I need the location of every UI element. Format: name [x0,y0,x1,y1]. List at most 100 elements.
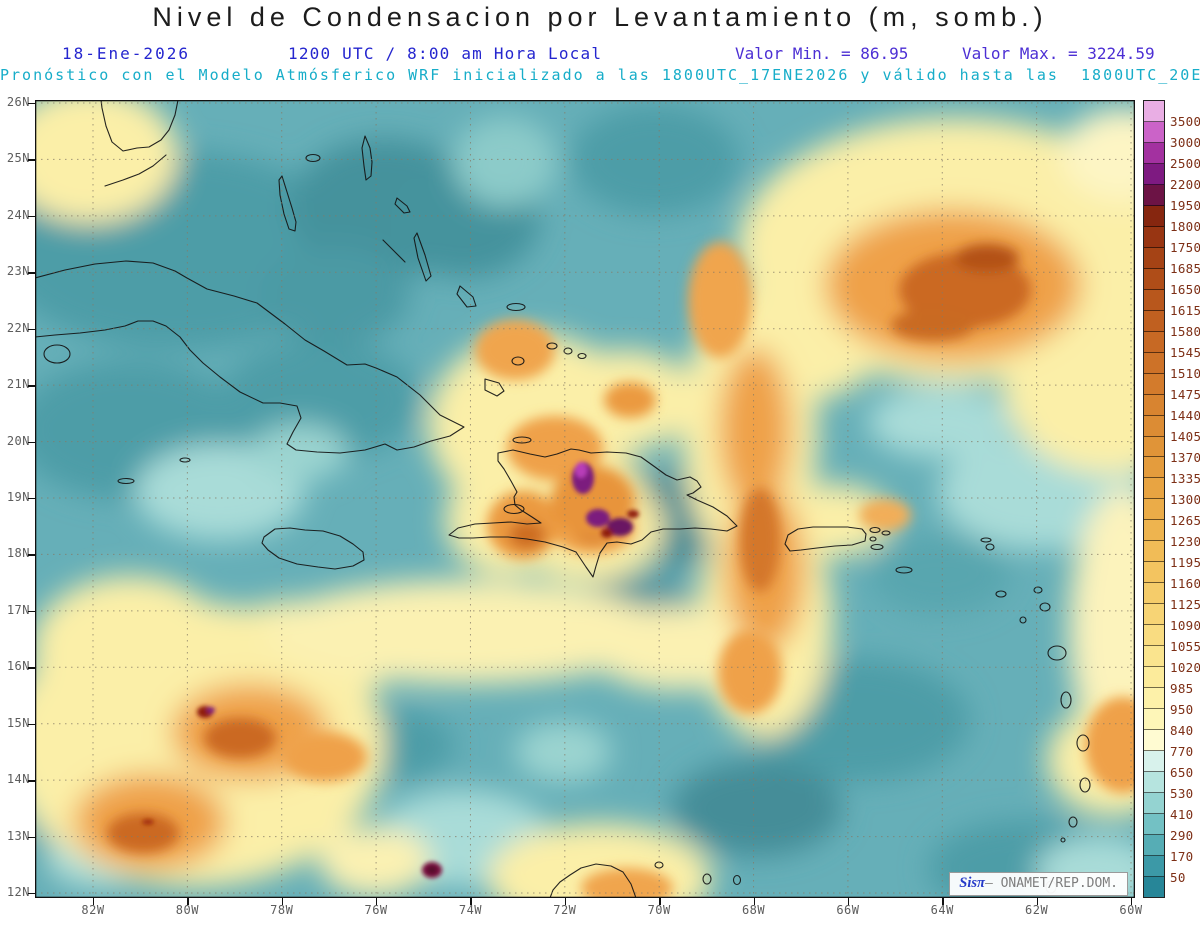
colorbar-segment [1144,876,1164,897]
lon-tick [281,898,284,905]
lon-tick [1036,898,1039,905]
lon-label-62W: 62W [1025,903,1049,917]
colorbar-segment [1144,121,1164,143]
lon-label-60W: 60W [1119,903,1143,917]
colorbar-segment [1144,520,1164,542]
colorbar-segment [1144,730,1164,752]
lat-tick [28,385,35,387]
max-value-label: Valor Max. = 3224.59 [962,44,1155,63]
colorbar-segment [1144,709,1164,731]
lon-label-66W: 66W [836,903,860,917]
colorbar-segment [1144,226,1164,248]
watermark-org: ONAMET/REP.DOM. [1000,876,1118,891]
coast-isla-juventud [43,344,71,364]
coast-florida [100,100,179,152]
lon-tick [753,898,755,905]
lon-label-68W: 68W [741,903,766,917]
colorbar-label-1300: 1300 [1170,492,1200,507]
coast-long-island [413,232,432,282]
coast-cuba [35,260,465,454]
colorbar-label-530: 530 [1170,786,1194,801]
colorbar-label-1265: 1265 [1170,513,1200,528]
colorbar-segment [1144,562,1164,584]
colorbar-label-50: 50 [1170,870,1186,885]
colorbar-segment [1144,772,1164,793]
lat-label-18N: 18N [6,546,30,561]
map-canvas: Sisπ– ONAMET/REP.DOM. [34,99,1136,899]
lon-label-74W: 74W [458,903,483,917]
coast-turks-1 [563,347,573,355]
colorbar-label-1685: 1685 [1170,261,1200,276]
lat-tick [28,159,35,161]
coast-martinique [1076,734,1090,752]
colorbar-segment [1144,646,1164,668]
colorbar-label-1440: 1440 [1170,408,1200,423]
map-svg [34,99,1136,899]
colorbar-label-1230: 1230 [1170,534,1200,549]
lat-label-12N: 12N [6,885,30,899]
colorbar-segment [1144,499,1164,521]
coast-florida-keys [104,154,167,187]
lat-tick [28,441,35,443]
forecast-line: Pronóstico con el Modelo Atmósferico WRF… [0,66,1200,84]
colorbar-label-1475: 1475 [1170,387,1200,402]
colorbar-segment [1144,688,1164,710]
colorbar-label-1405: 1405 [1170,429,1200,444]
colorbar-label-1055: 1055 [1170,639,1200,654]
map-frame-border [34,99,1136,899]
coast-anguilla [980,537,992,543]
colorbar-label-290: 290 [1170,828,1194,843]
lat-label-23N: 23N [6,264,30,279]
colorbar-label-985: 985 [1170,681,1194,696]
coast-puerto-rico [784,526,867,552]
page-title: Nivel de Condensacion por Levantamiento … [152,2,1048,32]
lat-tick [28,667,35,669]
colorbar-label-770: 770 [1170,744,1194,759]
time-label: 1200 UTC / 8:00 am Hora Local [288,44,603,63]
coast-virgin-2 [881,530,891,536]
lon-label-70W: 70W [647,903,671,917]
lon-tick [187,898,189,905]
colorbar-label-1950: 1950 [1170,198,1200,213]
colorbar-segment [1144,667,1164,689]
colorbar-segment [1144,289,1164,311]
lat-label-13N: 13N [6,828,30,843]
colorbar-label-1160: 1160 [1170,576,1200,591]
lat-label-20N: 20N [6,433,30,448]
colorbar-segment [1144,373,1164,395]
colorbar-segment [1144,583,1164,605]
colorbar-label-410: 410 [1170,807,1194,822]
colorbar-segment [1144,751,1164,772]
coast-little-cayman [179,457,191,463]
coast-st-kitts [995,590,1007,598]
colorbar-segment [1144,352,1164,374]
lon-tick [659,898,661,905]
lat-label-15N: 15N [6,715,30,730]
colorbar-label-1545: 1545 [1170,345,1200,360]
colorbar-label-1510: 1510 [1170,366,1200,381]
lcl-field-extremes [142,462,639,878]
lon-tick [1131,898,1133,905]
header-line: 18-Ene-2026 1200 UTC / 8:00 am Hora Loca… [0,44,1200,64]
colorbar-segment [1144,142,1164,164]
lat-tick [28,498,35,500]
coast-andros [278,175,297,232]
colorbar-segment [1144,436,1164,458]
lat-label-25N: 25N [6,151,30,166]
lon-label-64W: 64W [930,903,954,917]
colorbar-segment [1144,457,1164,479]
lat-label-21N: 21N [6,377,30,392]
lon-tick [93,898,95,905]
colorbar-segment [1144,813,1164,835]
lon-tick [942,898,944,905]
lon-tick [470,898,472,905]
colorbar-segment [1144,163,1164,185]
date-label: 18-Ene-2026 [62,44,190,63]
coast-gonave [503,503,525,515]
colorbar-label-3000: 3000 [1170,135,1200,150]
lat-tick [28,554,35,556]
lat-label-17N: 17N [6,602,30,617]
colorbar-segment [1144,101,1164,122]
lat-tick [28,328,35,331]
